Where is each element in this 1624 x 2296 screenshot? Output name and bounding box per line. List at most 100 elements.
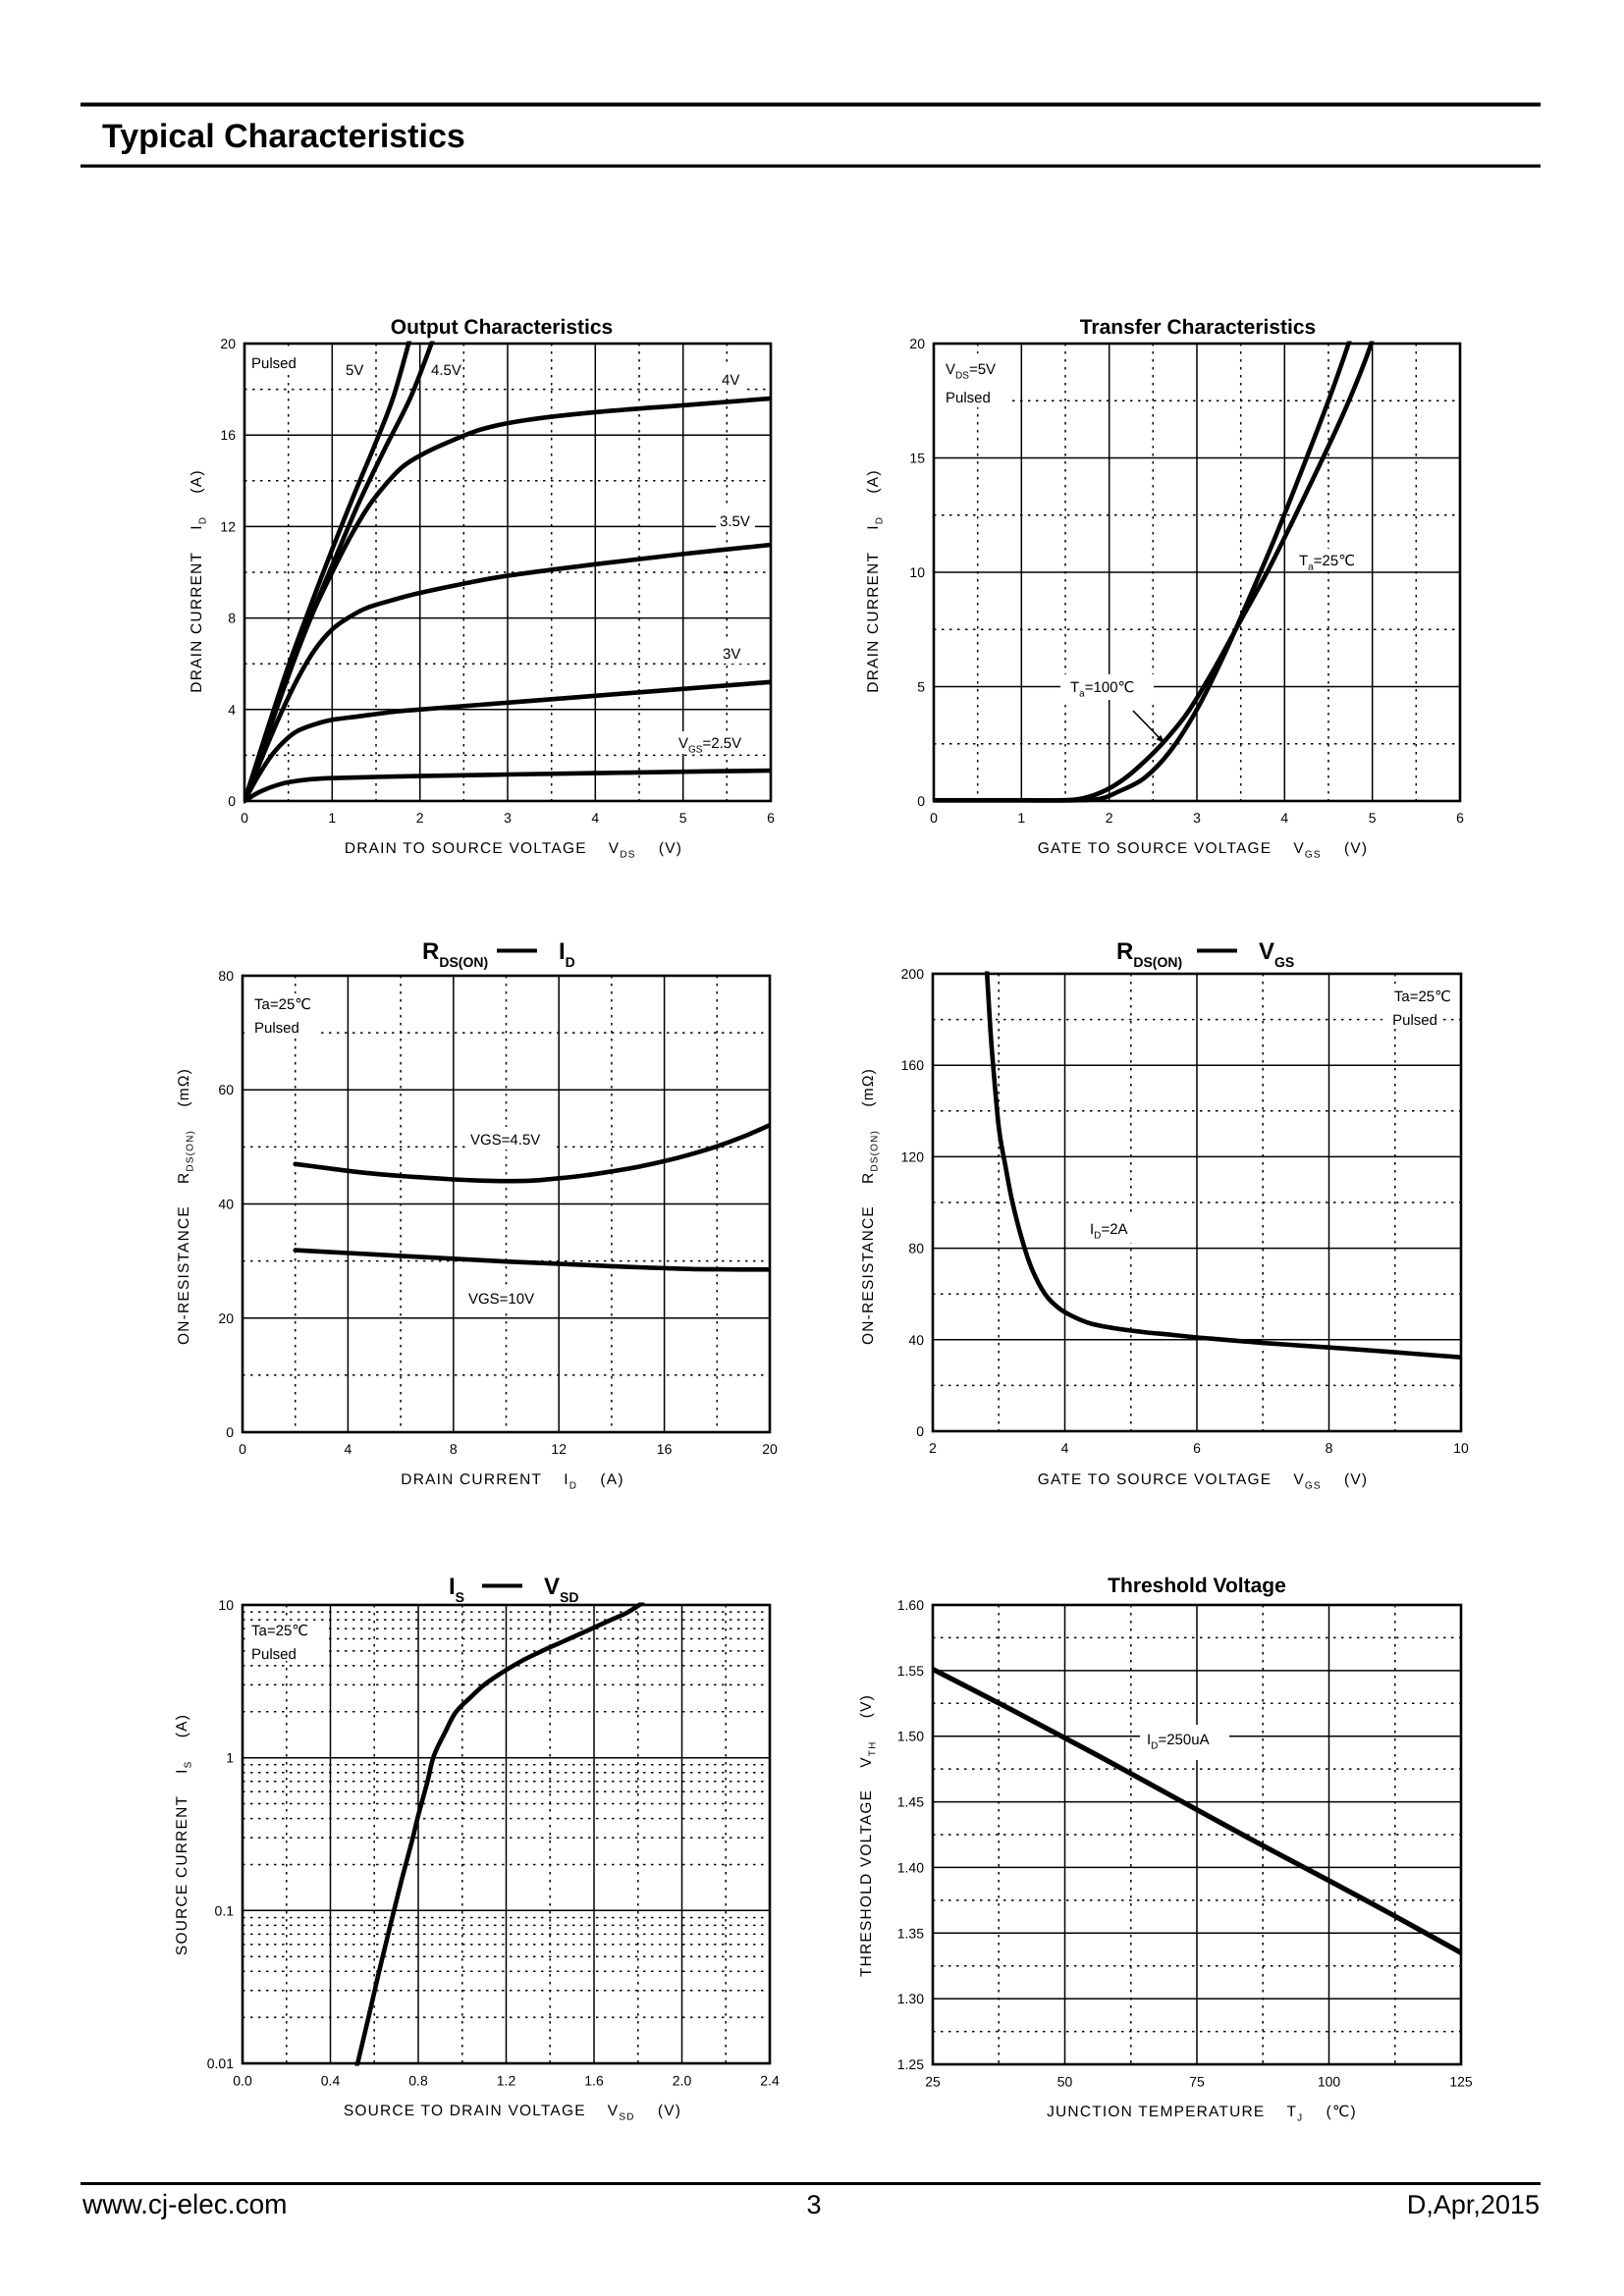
svg-text:2: 2	[929, 1440, 937, 1456]
svg-text:100: 100	[1318, 2074, 1341, 2090]
svg-text:6: 6	[1193, 1440, 1201, 1456]
svg-text:Ta =100℃: Ta =100℃	[1070, 679, 1134, 700]
svg-text:10: 10	[909, 564, 925, 580]
svg-text:www.cj-elec.com: www.cj-elec.com	[81, 2189, 287, 2219]
svg-text:4: 4	[1061, 1440, 1069, 1456]
svg-text:4: 4	[228, 702, 236, 718]
svg-text:4V: 4V	[722, 372, 739, 389]
svg-text:0.4: 0.4	[321, 2073, 341, 2089]
svg-text:75: 75	[1189, 2074, 1205, 2090]
svg-text:VGS=10V: VGS=10V	[468, 1291, 534, 1308]
svg-text:20: 20	[909, 336, 925, 351]
svg-text:3.5V: 3.5V	[720, 513, 750, 530]
svg-text:1.25: 1.25	[897, 2056, 924, 2072]
svg-text:1.50: 1.50	[897, 1729, 924, 1744]
svg-text:0: 0	[239, 1441, 246, 1457]
svg-text:1: 1	[1017, 810, 1025, 826]
svg-text:Ta=25℃: Ta=25℃	[251, 1623, 308, 1639]
svg-text:160: 160	[901, 1057, 925, 1073]
svg-text:1.30: 1.30	[897, 1991, 924, 2006]
svg-text:20: 20	[220, 336, 236, 351]
svg-text:0: 0	[241, 810, 248, 826]
svg-text:3: 3	[806, 2190, 821, 2219]
svg-text:DRAIN CURRENT ID (A): DRAIN CURRENT ID (A)	[865, 469, 886, 692]
svg-text:0: 0	[917, 793, 925, 809]
svg-text:1: 1	[226, 1750, 234, 1766]
svg-text:Pulsed: Pulsed	[1392, 1012, 1437, 1029]
svg-text:0.0: 0.0	[233, 2073, 252, 2089]
svg-text:10: 10	[1453, 1440, 1469, 1456]
svg-text:20: 20	[218, 1310, 234, 1326]
svg-text:0: 0	[228, 793, 236, 809]
svg-text:120: 120	[901, 1148, 925, 1164]
svg-text:60: 60	[218, 1082, 234, 1097]
svg-text:5: 5	[917, 679, 925, 695]
svg-text:2: 2	[1106, 810, 1113, 826]
svg-text:Pulsed: Pulsed	[251, 1646, 297, 1663]
svg-text:6: 6	[767, 810, 775, 826]
svg-text:Pulsed: Pulsed	[946, 390, 991, 406]
svg-text:Pulsed: Pulsed	[251, 355, 297, 372]
svg-text:Output Characteristics: Output Characteristics	[391, 316, 613, 339]
svg-text:3: 3	[1193, 810, 1201, 826]
svg-text:125: 125	[1449, 2074, 1473, 2090]
svg-text:DRAIN CURRENT ID (A): DRAIN CURRENT ID (A)	[401, 1471, 623, 1492]
svg-text:12: 12	[551, 1441, 567, 1457]
svg-text:4: 4	[345, 1441, 352, 1457]
svg-text:50: 50	[1057, 2074, 1073, 2090]
svg-text:2: 2	[416, 810, 424, 826]
svg-text:SOURCE TO DRAIN VOLTAGE VSD: SOURCE TO DRAIN VOLTAGE VSD (V)	[344, 2103, 681, 2123]
svg-text:8: 8	[1326, 1440, 1333, 1456]
svg-text:1.55: 1.55	[897, 1663, 924, 1679]
svg-text:12: 12	[220, 518, 236, 534]
svg-text:15: 15	[909, 451, 925, 466]
svg-text:1: 1	[328, 810, 336, 826]
svg-text:DRAIN TO SOURCE VOLTAGE VDS: DRAIN TO SOURCE VOLTAGE VDS (V)	[345, 840, 682, 861]
svg-text:80: 80	[218, 968, 234, 984]
svg-text:0.01: 0.01	[207, 2056, 234, 2071]
svg-text:ID =250uA: ID =250uA	[1147, 1732, 1210, 1752]
svg-text:1.45: 1.45	[897, 1794, 924, 1810]
svg-text:D,Apr,2015: D,Apr,2015	[1407, 2190, 1540, 2219]
svg-text:3: 3	[504, 810, 512, 826]
svg-text:GATE TO SOURCE VOLTAGE VGS: GATE TO SOURCE VOLTAGE VGS (V)	[1038, 1471, 1369, 1492]
svg-text:Ta =25℃: Ta =25℃	[1299, 553, 1355, 573]
svg-text:Threshold Voltage: Threshold Voltage	[1108, 1575, 1286, 1597]
svg-text:16: 16	[657, 1441, 673, 1457]
svg-text:25: 25	[925, 2074, 941, 2090]
svg-text:80: 80	[908, 1241, 924, 1256]
svg-text:5: 5	[1369, 810, 1377, 826]
svg-text:0.8: 0.8	[408, 2073, 428, 2089]
svg-text:40: 40	[908, 1332, 924, 1348]
svg-text:Pulsed: Pulsed	[254, 1020, 299, 1037]
svg-text:2.0: 2.0	[673, 2073, 692, 2089]
svg-text:SOURCE CURRENT IS (A): SOURCE CURRENT IS (A)	[174, 1714, 194, 1955]
svg-text:5: 5	[679, 810, 687, 826]
svg-text:Ta=25℃: Ta=25℃	[1394, 988, 1451, 1005]
svg-text:4: 4	[591, 810, 599, 826]
svg-text:Ta=25℃: Ta=25℃	[254, 996, 311, 1013]
svg-text:40: 40	[218, 1197, 234, 1212]
svg-text:0: 0	[226, 1424, 234, 1440]
svg-text:20: 20	[762, 1441, 778, 1457]
svg-text:16: 16	[220, 427, 236, 443]
svg-text:1.2: 1.2	[497, 2073, 516, 2089]
svg-text:DRAIN CURRENT ID (A): DRAIN CURRENT ID (A)	[189, 469, 209, 692]
svg-text:200: 200	[901, 966, 925, 982]
svg-text:10: 10	[218, 1597, 234, 1613]
svg-text:1.60: 1.60	[897, 1597, 924, 1613]
svg-text:0: 0	[916, 1423, 924, 1439]
svg-text:2.4: 2.4	[760, 2073, 780, 2089]
svg-text:5V: 5V	[346, 362, 363, 379]
svg-text:0: 0	[930, 810, 938, 826]
svg-text:1.6: 1.6	[584, 2073, 604, 2089]
svg-text:JUNCTION TEMPERATURE TJ: JUNCTION TEMPERATURE TJ (℃)	[1047, 2104, 1357, 2124]
svg-text:6: 6	[1456, 810, 1464, 826]
svg-text:THRESHOLD VOLTAGE VTH (: THRESHOLD VOLTAGE VTH (V)	[858, 1694, 879, 1977]
svg-text:3V: 3V	[723, 646, 740, 663]
svg-text:4: 4	[1280, 810, 1288, 826]
svg-text:0.1: 0.1	[215, 1902, 235, 1918]
svg-text:1.35: 1.35	[897, 1925, 924, 1941]
svg-text:8: 8	[228, 611, 236, 626]
svg-text:Transfer Characteristics: Transfer Characteristics	[1080, 316, 1316, 339]
